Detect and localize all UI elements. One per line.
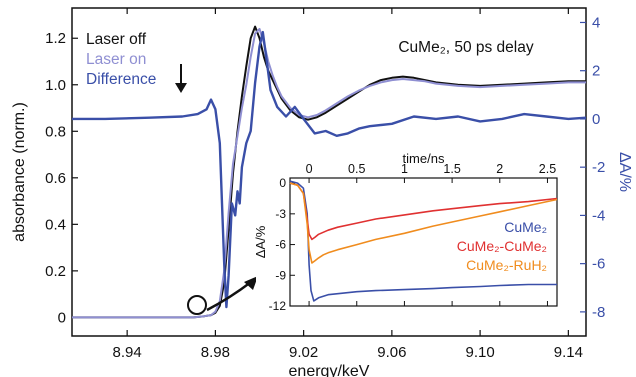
inset-plot: 0 0.5 1 1.5 2 2.5 -12 -9 -6 -3 0 CuMe₂ CuMe₂-CuMe₂ Cu… [253, 142, 566, 318]
legend-entry-2: Difference [86, 71, 156, 88]
inset-legend-entry-2: CuMe₂-RuH₂ [466, 257, 547, 273]
y2-tick-label: 4 [592, 14, 600, 31]
y2-tick-label: 0 [592, 111, 600, 128]
x-tick-label: 9.14 [554, 344, 583, 361]
inset-y-axis-label: ΔA/% [253, 225, 268, 258]
y-tick-label: 1.0 [45, 77, 66, 94]
inset-x-tick-label: 1 [401, 162, 408, 176]
y-tick-label: 0.2 [45, 263, 66, 280]
inset-x-axis-label: time/ns [403, 151, 445, 166]
inset-x-tick-label: 2 [496, 162, 503, 176]
y-axis-label: absorbance (norm.) [11, 102, 28, 242]
y-tick-label: 0.8 [45, 123, 66, 140]
y2-tick-label: -8 [592, 304, 605, 321]
x-tick-label: 9.06 [377, 344, 406, 361]
y2-tick-label: -2 [592, 159, 605, 176]
down-arrow-head [175, 83, 187, 93]
inset-y-tick-label: -12 [269, 299, 287, 313]
inset-x-tick-label: 1.5 [443, 162, 460, 176]
inset-series-line-2 [289, 182, 558, 264]
y-tick-label: 1.2 [45, 30, 66, 47]
y2-axis-label: ΔA/% [616, 152, 633, 192]
y2-tick-label: -4 [592, 207, 605, 224]
inset-y-tick-label: -6 [275, 238, 286, 252]
inset-x-tick-label: 2.5 [539, 162, 556, 176]
plot-frame [71, 7, 587, 337]
inset-x-tick-label: 0.5 [348, 162, 365, 176]
annotation: CuMe₂, 50 ps delay [398, 39, 534, 56]
main-plot: 8.94 8.98 9.02 9.06 9.10 9.14 0 0.2 0.4 0.6 0.8 1.0… [11, 7, 633, 377]
inset-y-tick-label: -9 [275, 268, 286, 282]
y-tick-label: 0.4 [45, 216, 66, 233]
y2-tick-label: -6 [592, 256, 605, 273]
x-tick-label: 9.02 [289, 344, 318, 361]
x-tick-label: 9.10 [466, 344, 495, 361]
inset-x-tick-label: 0 [306, 162, 313, 176]
inset-legend-entry-0: CuMe₂ [504, 219, 547, 235]
inset-y-tick-label: 0 [279, 176, 286, 190]
inset-legend-entry-1: CuMe₂-CuMe₂ [457, 238, 547, 254]
callout-arrowhead [244, 276, 258, 290]
inset-y-tick-label: -3 [275, 207, 286, 221]
y-tick-label: 0 [58, 309, 66, 326]
legend-entry-0: Laser off [86, 31, 147, 48]
callout [175, 64, 258, 315]
x-axis-label: energy/keV [289, 363, 370, 377]
y-tick-label: 0.6 [45, 170, 66, 187]
series-line-2 [72, 30, 587, 309]
x-tick-label: 8.98 [201, 344, 230, 361]
x-tick-label: 8.94 [113, 344, 142, 361]
highlight-circle [187, 295, 207, 315]
y2-tick-label: 2 [592, 63, 600, 80]
legend-entry-1: Laser on [86, 51, 146, 68]
